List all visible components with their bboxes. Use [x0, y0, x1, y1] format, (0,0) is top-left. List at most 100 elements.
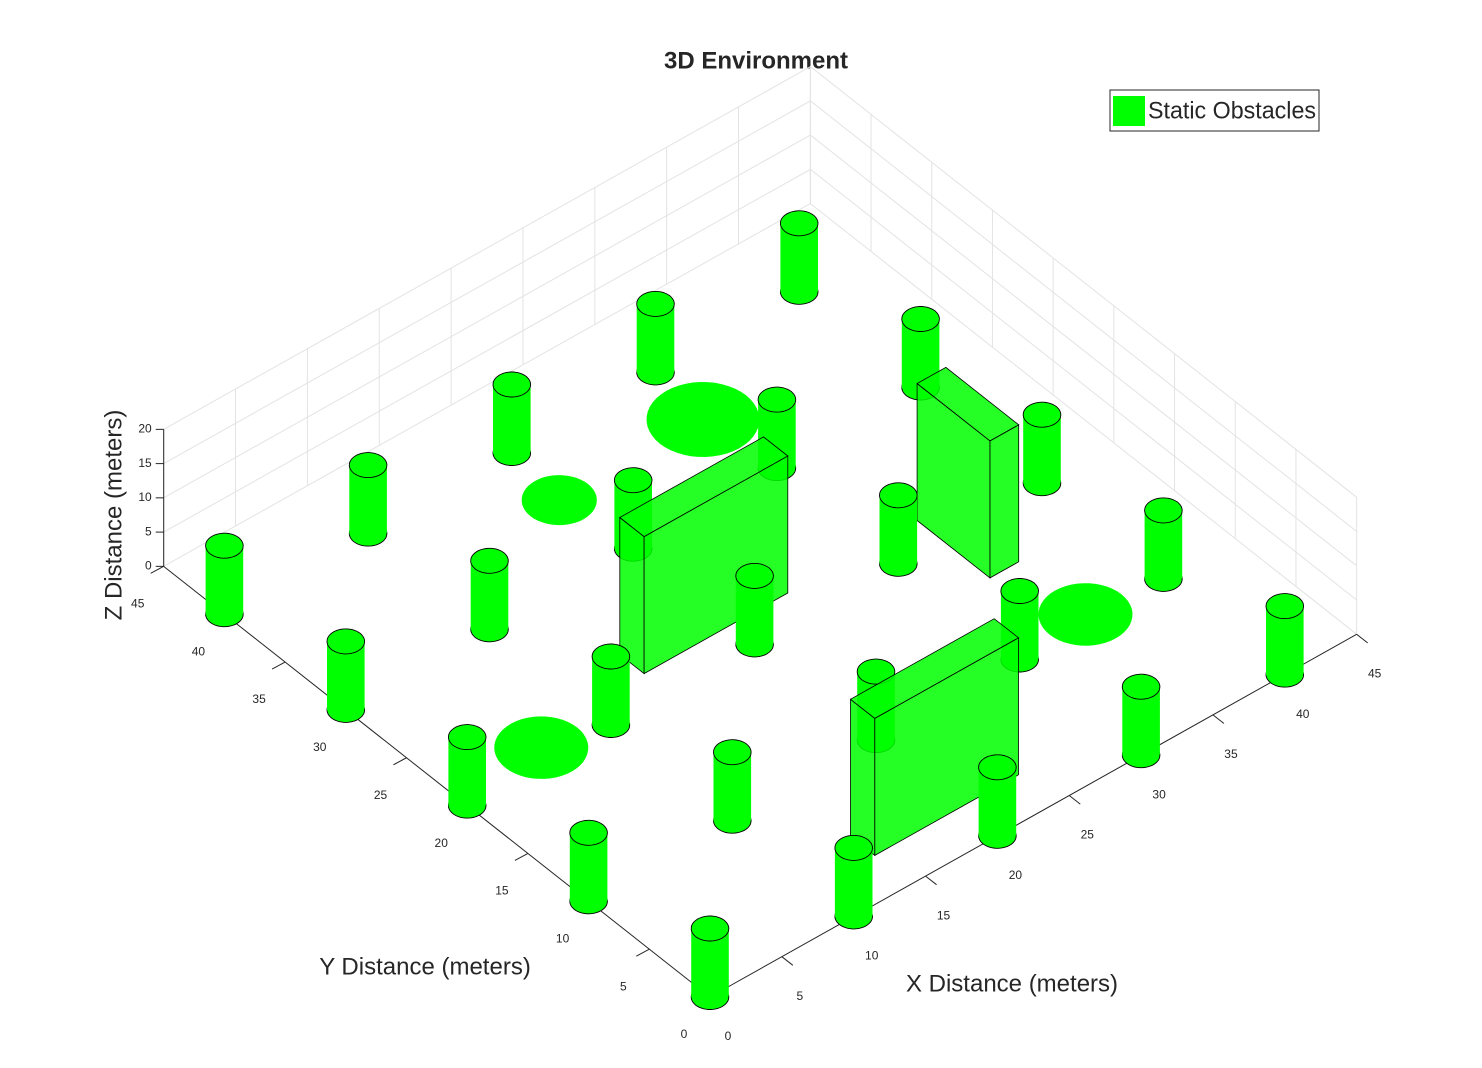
box [619, 436, 789, 675]
cylinder-top [713, 739, 752, 766]
cylinder [492, 371, 532, 466]
cylinder-top [735, 562, 774, 589]
cylinder [636, 290, 675, 386]
y-tick-label: 15 [495, 884, 509, 898]
grid-line [163, 203, 1358, 635]
cylinder-body [1023, 414, 1061, 484]
cylinder [1022, 401, 1062, 497]
box-face [916, 366, 1020, 442]
cylinder-top [447, 724, 487, 751]
cylinder [879, 482, 918, 577]
cylinder [569, 819, 608, 915]
cylinder-body [636, 303, 675, 373]
y-tick-mark [514, 853, 529, 861]
cylinder-body [592, 655, 630, 726]
legend-swatch [1113, 96, 1145, 126]
cylinder-top [636, 290, 675, 317]
box-face [850, 698, 876, 857]
cylinder [978, 754, 1017, 849]
cylinder-body [978, 766, 1017, 837]
disk [521, 475, 597, 526]
cylinder-top [348, 452, 388, 479]
x-tick-label: 40 [1296, 707, 1310, 721]
y-tick-label: 20 [435, 836, 449, 850]
cylinder [326, 628, 366, 723]
y-tick-label: 5 [620, 979, 627, 993]
box [849, 618, 1020, 857]
cylinder-top [613, 467, 653, 494]
cylinder-top [901, 306, 940, 332]
disk [494, 716, 589, 779]
cylinder-body [901, 318, 940, 389]
cylinder-top [1265, 593, 1305, 620]
cylinder-top [591, 643, 631, 670]
cylinder-body [349, 464, 387, 535]
cylinder-body [691, 927, 729, 998]
x-tick-label: 45 [1368, 666, 1382, 680]
grid-line [163, 134, 1358, 567]
cylinder-top [757, 386, 797, 413]
cylinder [447, 724, 487, 819]
y-tick-label: 40 [192, 644, 206, 658]
box-face [989, 424, 1020, 579]
x-tick-label: 15 [937, 908, 951, 922]
y-tick-label: 25 [374, 788, 388, 802]
axis-line [709, 633, 1357, 998]
y-tick-mark [636, 948, 650, 957]
x-tick-mark [925, 875, 937, 886]
x-tick-label: 0 [725, 1029, 732, 1043]
cylinder-body [1266, 605, 1304, 676]
x-tick-label: 20 [1009, 868, 1023, 882]
x-tick-mark [1356, 633, 1368, 644]
cylinder-body [569, 832, 608, 902]
cylinder-top [470, 547, 509, 574]
axis-line [163, 565, 711, 998]
y-tick-mark [271, 661, 286, 670]
cylinder-top [569, 819, 608, 846]
z-tick-label: 20 [138, 422, 152, 436]
cylinder-body [448, 736, 486, 807]
y-tick-label: 45 [131, 597, 145, 611]
cylinder-top [879, 482, 918, 509]
x-tick-mark [1212, 714, 1225, 724]
cylinder-top [978, 754, 1017, 781]
x-axis-label: X Distance (meters) [906, 970, 1118, 997]
z-tick-label: 15 [138, 456, 152, 470]
x-tick-mark [781, 956, 794, 966]
y-tick-label: 10 [556, 931, 570, 945]
cylinder [735, 562, 774, 658]
cylinder [834, 834, 873, 930]
cylinder-body [1144, 509, 1183, 580]
cylinder-body [1122, 686, 1160, 756]
x-tick-label: 25 [1081, 828, 1095, 842]
cylinder [713, 739, 752, 834]
cylinder-body [834, 847, 873, 917]
cylinder-top [1144, 497, 1183, 524]
disk [1038, 583, 1133, 646]
grid-line [163, 100, 1358, 532]
cylinder-top [834, 834, 873, 861]
box-face [849, 618, 1020, 719]
cylinder [1265, 593, 1305, 688]
cylinder-body [713, 751, 752, 822]
cylinder [591, 643, 631, 738]
disk [646, 382, 760, 457]
cylinder [1144, 497, 1183, 592]
x-tick-label: 35 [1224, 747, 1238, 761]
cylinder [690, 915, 730, 1010]
legend-label: Static Obstacles [1148, 97, 1316, 124]
grid-line [163, 168, 1358, 601]
cylinder-top [326, 628, 366, 655]
chart-title: 3D Environment [664, 47, 848, 74]
y-tick-mark [150, 565, 164, 574]
z-tick-label: 5 [145, 524, 152, 538]
box [916, 366, 1020, 579]
cylinder [779, 210, 819, 305]
z-axis-label: Z Distance (meters) [100, 410, 127, 621]
y-tick-label: 35 [252, 692, 266, 706]
cylinder-top [492, 371, 532, 398]
cylinder-top [1000, 578, 1039, 604]
y-tick-mark [393, 757, 407, 766]
cylinder [348, 452, 388, 547]
